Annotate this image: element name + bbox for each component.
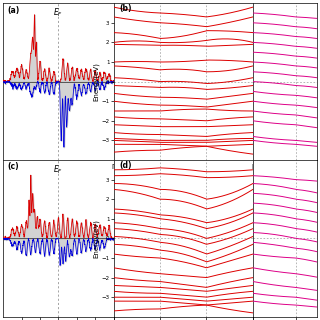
Y-axis label: Energy(eV): Energy(eV) [93,62,100,101]
Text: $E_F$: $E_F$ [53,164,63,176]
Text: (d): (d) [119,161,132,170]
X-axis label: Energy(eV): Energy(eV) [39,171,78,177]
Y-axis label: Energy(eV): Energy(eV) [93,219,100,258]
Text: (b): (b) [119,4,132,13]
Text: $E_F$: $E_F$ [53,7,63,19]
Text: (c): (c) [8,163,19,172]
Text: (a): (a) [8,6,20,15]
